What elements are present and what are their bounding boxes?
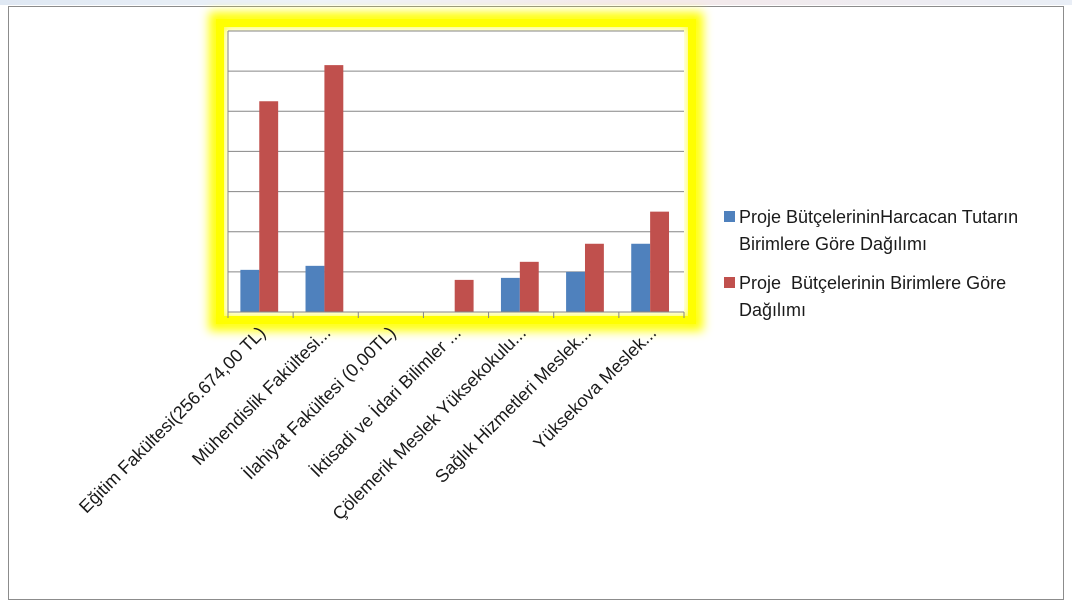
- legend-label-series-2: Proje Bütçelerinin Birimlere Göre Dağılı…: [739, 273, 1012, 320]
- bars: [240, 65, 670, 312]
- bar-series-2-5: [519, 261, 539, 312]
- legend-item-series-2: Proje Bütçelerinin Birimlere Göre Dağılı…: [724, 270, 1064, 324]
- plot-background: [228, 31, 684, 312]
- legend-item-series-1: Proje BütçelerininHarcacan Tutarın Birim…: [724, 204, 1064, 258]
- category-labels: Eğitim Fakültesi(256.674,00 TL)Mühendisl…: [75, 323, 660, 524]
- bar-series-2-4: [454, 279, 474, 312]
- bar-series-1-2: [305, 265, 325, 312]
- bar-series-2-7: [650, 211, 670, 312]
- axes: [227, 31, 685, 318]
- bar-series-2-6: [584, 243, 604, 312]
- bar-series-1-1: [240, 269, 260, 312]
- category-label-7: Yüksekova Meslek...: [529, 323, 660, 454]
- bar-series-1-6: [566, 271, 585, 312]
- legend-swatch-red: [724, 277, 735, 288]
- bar-series-2-1: [259, 101, 279, 312]
- legend-label-series-1: Proje BütçelerininHarcacan Tutarın Birim…: [739, 207, 1024, 254]
- highlight-border: [216, 19, 696, 324]
- plot-area-highlight: [209, 12, 703, 331]
- bar-series-1-7: [631, 243, 651, 312]
- legend-swatch-blue: [724, 211, 735, 222]
- legend: Proje BütçelerininHarcacan Tutarın Birim…: [724, 204, 1064, 336]
- bar-series-1-5: [500, 277, 520, 312]
- top-color-strip: [0, 0, 1072, 5]
- bar-series-2-2: [324, 65, 344, 312]
